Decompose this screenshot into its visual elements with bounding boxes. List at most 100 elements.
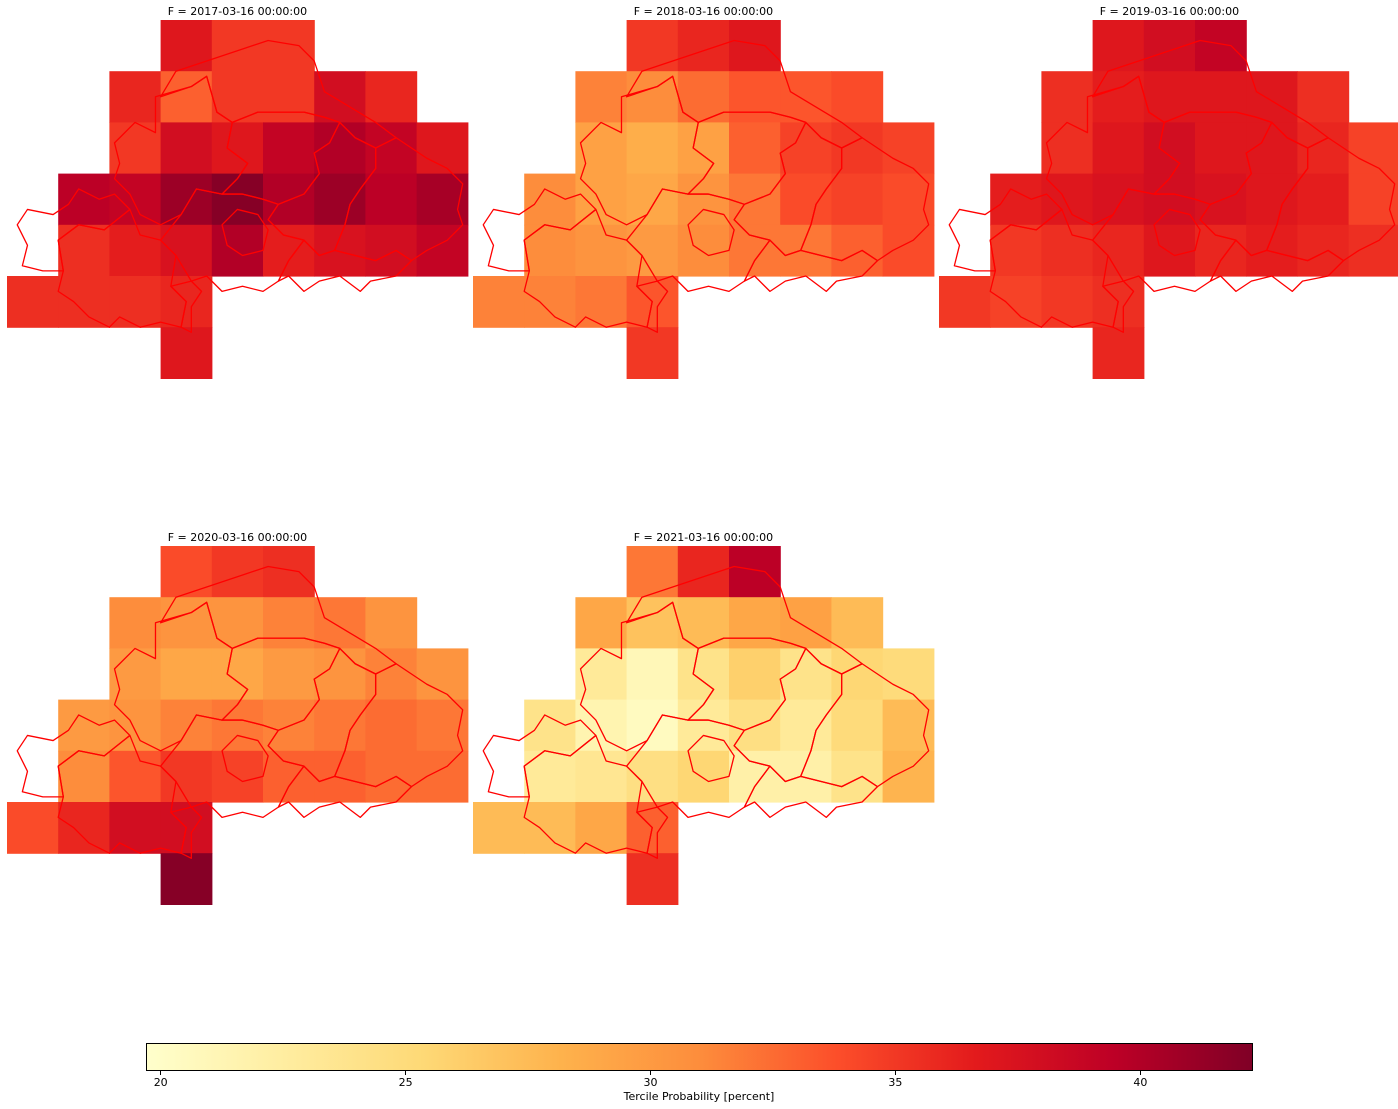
grid-cell <box>1092 173 1145 226</box>
grid-cell <box>524 173 576 226</box>
map-panel <box>473 546 935 905</box>
grid-cell <box>1092 224 1145 277</box>
boundary-line <box>687 734 735 783</box>
panel-title: F = 2019-03-16 00:00:00 <box>1099 5 1240 18</box>
grid-cell <box>160 327 213 379</box>
panel-title: F = 2021-03-16 00:00:00 <box>633 531 774 544</box>
grid-cell <box>1348 173 1398 226</box>
colorbar-tick-label: 35 <box>888 1076 903 1089</box>
grid-cell <box>1246 224 1298 277</box>
grid-cell <box>314 699 366 752</box>
grid-cell <box>626 327 679 379</box>
grid-cell <box>677 546 730 598</box>
grid-cell <box>575 648 628 701</box>
grid-cell <box>211 648 264 701</box>
grid-cell <box>365 224 418 277</box>
colorbar-tick <box>1139 1071 1141 1075</box>
grid-cell <box>780 122 832 175</box>
boundary-line <box>1266 137 1396 262</box>
grid-cell <box>211 173 264 226</box>
boundary-line <box>334 663 464 788</box>
grid-cell <box>626 648 679 701</box>
boundary-line <box>16 714 131 798</box>
grid-cell <box>314 597 366 649</box>
grid-cell <box>831 71 884 123</box>
grid-cell <box>365 173 418 226</box>
grid-cell <box>160 853 213 905</box>
boundary-line <box>170 806 203 859</box>
boundary-line <box>16 188 131 272</box>
grid-cell <box>1041 122 1094 175</box>
boundary-line <box>170 280 203 333</box>
grid-cell <box>677 122 730 175</box>
grid-cell <box>1195 71 1247 123</box>
grid-cell <box>677 173 730 226</box>
grid-cell <box>109 224 162 277</box>
grid-cell <box>160 71 213 123</box>
boundary-line <box>948 188 1063 272</box>
grid-cell <box>1143 173 1196 226</box>
grid-cell <box>1348 122 1398 175</box>
grid-cell <box>263 224 315 277</box>
grid-cell <box>1143 122 1196 175</box>
grid-cell <box>211 224 264 277</box>
grid-cell <box>729 546 781 598</box>
grid-cell <box>626 853 679 905</box>
grid-cell <box>211 750 264 803</box>
grid-cell <box>58 699 110 752</box>
grid-cell <box>1092 327 1145 379</box>
grid-cell <box>365 597 418 649</box>
grid-cell <box>626 546 679 598</box>
grid-cell <box>7 276 59 328</box>
grid-cell <box>626 224 679 277</box>
colorbar-tick-label: 30 <box>643 1076 658 1089</box>
boundary-line <box>687 208 735 257</box>
grid-cell <box>1092 20 1145 72</box>
grid-cell <box>109 648 162 701</box>
grid-cell <box>729 648 781 701</box>
colorbar-tick-label: 20 <box>153 1076 168 1089</box>
grid-cell <box>1143 20 1196 72</box>
grid-cell <box>524 802 576 854</box>
grid-cell <box>211 546 264 598</box>
grid-cell <box>677 648 730 701</box>
grid-cell <box>1297 224 1350 277</box>
boundary-line <box>334 137 464 262</box>
grid-cell <box>780 597 832 649</box>
boundary-line <box>1102 280 1135 333</box>
grid-cell <box>365 648 418 701</box>
grid-cell <box>831 224 884 277</box>
grid-cell <box>780 648 832 701</box>
colorbar <box>146 1043 1253 1071</box>
grid-cell <box>416 224 469 277</box>
grid-cell <box>160 699 213 752</box>
grid-cell <box>211 71 264 123</box>
colorbar-tick <box>894 1071 896 1075</box>
grid-cell <box>780 699 832 752</box>
grid-cell <box>575 71 628 123</box>
boundary-line <box>1153 208 1201 257</box>
grid-cell <box>1195 20 1247 72</box>
grid-cell <box>211 699 264 752</box>
grid-cell <box>1297 122 1350 175</box>
grid-cell <box>575 597 628 649</box>
grid-cell <box>831 699 884 752</box>
grid-cell <box>1195 122 1247 175</box>
grid-cell <box>780 71 832 123</box>
grid-cell <box>365 122 418 175</box>
grid-cell <box>160 597 213 649</box>
map-panel <box>7 20 469 379</box>
grid-cell <box>1246 173 1298 226</box>
grid-cell <box>109 71 162 123</box>
admin-boundaries <box>948 39 1396 333</box>
grid-cell <box>575 122 628 175</box>
boundary-line <box>636 806 669 859</box>
grid-cell <box>314 71 366 123</box>
grid-cell <box>729 71 781 123</box>
grid-cell <box>1246 71 1298 123</box>
grid-cell <box>626 597 679 649</box>
grid-cell <box>365 750 418 803</box>
colorbar-tick <box>650 1071 652 1075</box>
colorbar-tick-label: 40 <box>1133 1076 1148 1089</box>
grid-cell <box>473 276 525 328</box>
